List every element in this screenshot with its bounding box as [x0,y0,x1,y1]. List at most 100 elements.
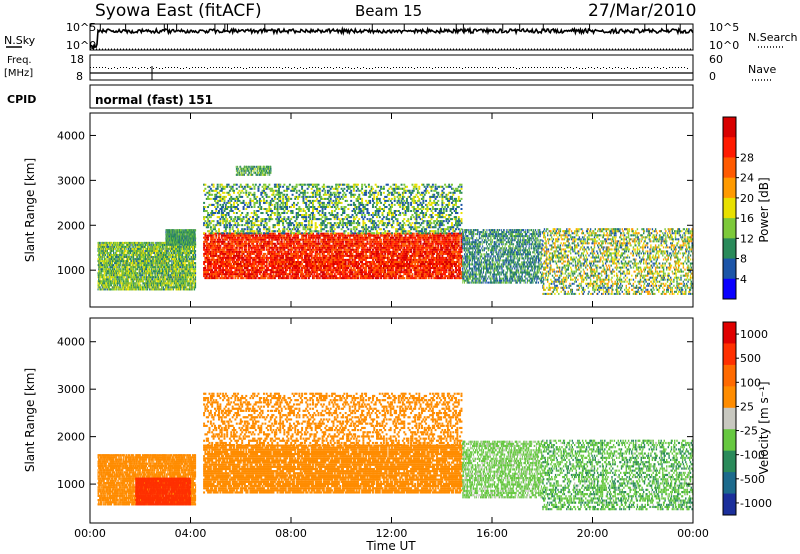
data-cell [191,272,193,275]
data-cell [192,262,195,265]
data-cell [151,284,153,287]
freq-trace [90,66,693,80]
nsky-label: N.Sky [4,34,36,47]
data-cell [147,266,149,269]
nave-point [150,67,151,68]
data-cell [171,276,173,279]
data-cell [177,260,179,263]
data-cell [103,268,105,271]
data-cell [175,247,177,250]
data-cell [110,252,112,255]
data-cell [123,243,125,246]
nave-point [507,67,508,68]
data-cell [137,282,139,285]
data-cell [166,284,168,287]
data-cell [109,260,111,263]
data-cell [171,235,172,238]
data-cell [172,229,173,232]
data-cell [115,266,117,269]
data-cell [139,288,141,291]
data-cell [203,263,206,266]
data-cell [134,260,136,263]
data-cell [162,241,164,244]
data-cell [116,252,118,255]
data-cell [149,258,151,261]
data-cell [176,278,178,281]
data-cell [169,235,170,238]
data-cell [177,231,179,234]
data-cell [147,252,149,255]
data-cell [192,256,195,259]
nave-point [432,68,433,69]
data-cell [108,286,111,289]
data-cell [155,264,157,267]
data-cell [182,229,183,232]
data-cell [99,241,101,244]
nave-point [246,68,247,69]
data-cell [119,286,121,289]
data-cell [112,250,114,253]
data-cell [133,268,135,271]
data-cell [195,254,197,257]
data-cell [176,264,178,267]
data-cell [152,272,154,275]
data-cell [143,286,145,289]
nave-point [483,67,484,68]
data-cell [171,231,172,234]
data-cell [149,268,151,271]
data-cell [147,260,149,263]
data-cell [156,264,158,267]
data-cell [153,270,155,273]
data-cell [147,272,149,275]
data-cell [150,280,152,283]
nave-point [411,67,412,68]
data-cell [131,278,133,281]
data-cell [186,278,188,281]
data-cell [141,245,143,248]
data-cell [155,274,157,277]
nave-point [669,67,670,68]
data-cell [140,278,142,281]
data-cell [131,284,133,287]
data-cell [179,252,181,255]
data-cell [183,278,185,281]
nave-point [108,68,109,69]
data-cell [115,258,117,261]
data-cell [135,274,137,277]
data-cell [159,245,162,248]
data-cell [209,261,212,264]
data-cell [205,275,208,278]
data-cell [183,278,185,281]
data-cell [169,229,171,232]
data-cell [119,266,121,269]
data-cell [150,276,152,279]
data-cell [189,264,191,267]
data-cell [173,252,175,255]
data-cell [162,264,164,267]
data-cell [209,267,212,270]
data-cell [159,268,161,271]
data-cell [126,264,128,267]
data-cell [153,262,155,265]
data-cell [123,250,125,253]
nave-point [132,67,133,68]
data-cell [171,237,173,240]
data-cell [155,276,157,279]
data-cell [123,284,125,287]
data-cell [180,250,182,253]
data-cell [189,254,191,257]
data-cell [166,258,168,261]
data-cell [106,282,108,285]
data-cell [104,288,106,291]
data-cell [159,247,161,250]
data-cell [149,241,151,244]
data-cell [120,243,122,246]
data-cell [179,256,181,259]
nave-point [213,67,214,68]
data-cell [163,286,165,289]
data-cell [133,243,135,246]
data-cell [145,247,147,250]
data-cell [180,268,182,271]
data-cell [172,233,174,236]
data-cell [126,260,129,263]
